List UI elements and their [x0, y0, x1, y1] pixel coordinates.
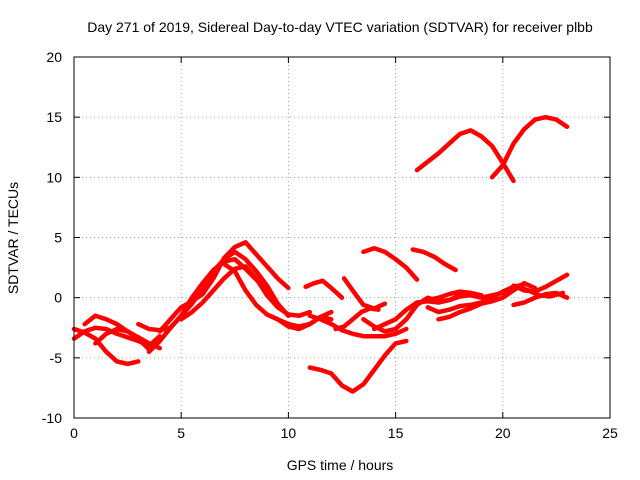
y-tick-label: 0 [54, 290, 62, 306]
y-axis-label: SDTVAR / TECUs [5, 182, 21, 294]
series-t10 [264, 312, 334, 332]
series-t26 [414, 128, 516, 184]
y-tick-label: 20 [46, 49, 62, 65]
series-t8 [178, 264, 313, 322]
series-t15 [307, 338, 409, 394]
x-tick-label: 0 [70, 425, 78, 441]
x-axis-label: GPS time / hours [287, 457, 394, 473]
grid [74, 57, 610, 418]
y-tick-label: 15 [46, 109, 62, 125]
y-tick-label: -10 [42, 410, 62, 426]
y-tick-label: -5 [50, 350, 63, 366]
x-tick-label: 20 [495, 425, 511, 441]
series-t25 [511, 272, 570, 294]
x-tick-label: 15 [388, 425, 404, 441]
series-t4 [93, 326, 152, 352]
y-tick-label: 10 [46, 169, 62, 185]
data-series-layer [71, 114, 570, 394]
axis-ticks: 0 5 10 15 20 25 -10 -5 0 5 10 15 20 [42, 49, 618, 441]
series-t18 [361, 246, 420, 282]
series-t12 [303, 278, 345, 300]
series-t27 [489, 114, 570, 180]
y-tick-label: 5 [54, 230, 62, 246]
x-tick-label: 10 [281, 425, 297, 441]
series-t19 [410, 247, 458, 273]
series-t11 [307, 313, 409, 339]
chart-title: Day 271 of 2019, Sidereal Day-to-day VTE… [87, 19, 593, 35]
series-t17 [371, 290, 506, 332]
x-tick-label: 5 [177, 425, 185, 441]
series-t7 [157, 240, 291, 334]
series-t22 [425, 289, 484, 303]
series-t2 [71, 326, 141, 367]
series-t3 [82, 313, 163, 351]
series-t14 [341, 276, 388, 311]
x-tick-label: 25 [602, 425, 618, 441]
